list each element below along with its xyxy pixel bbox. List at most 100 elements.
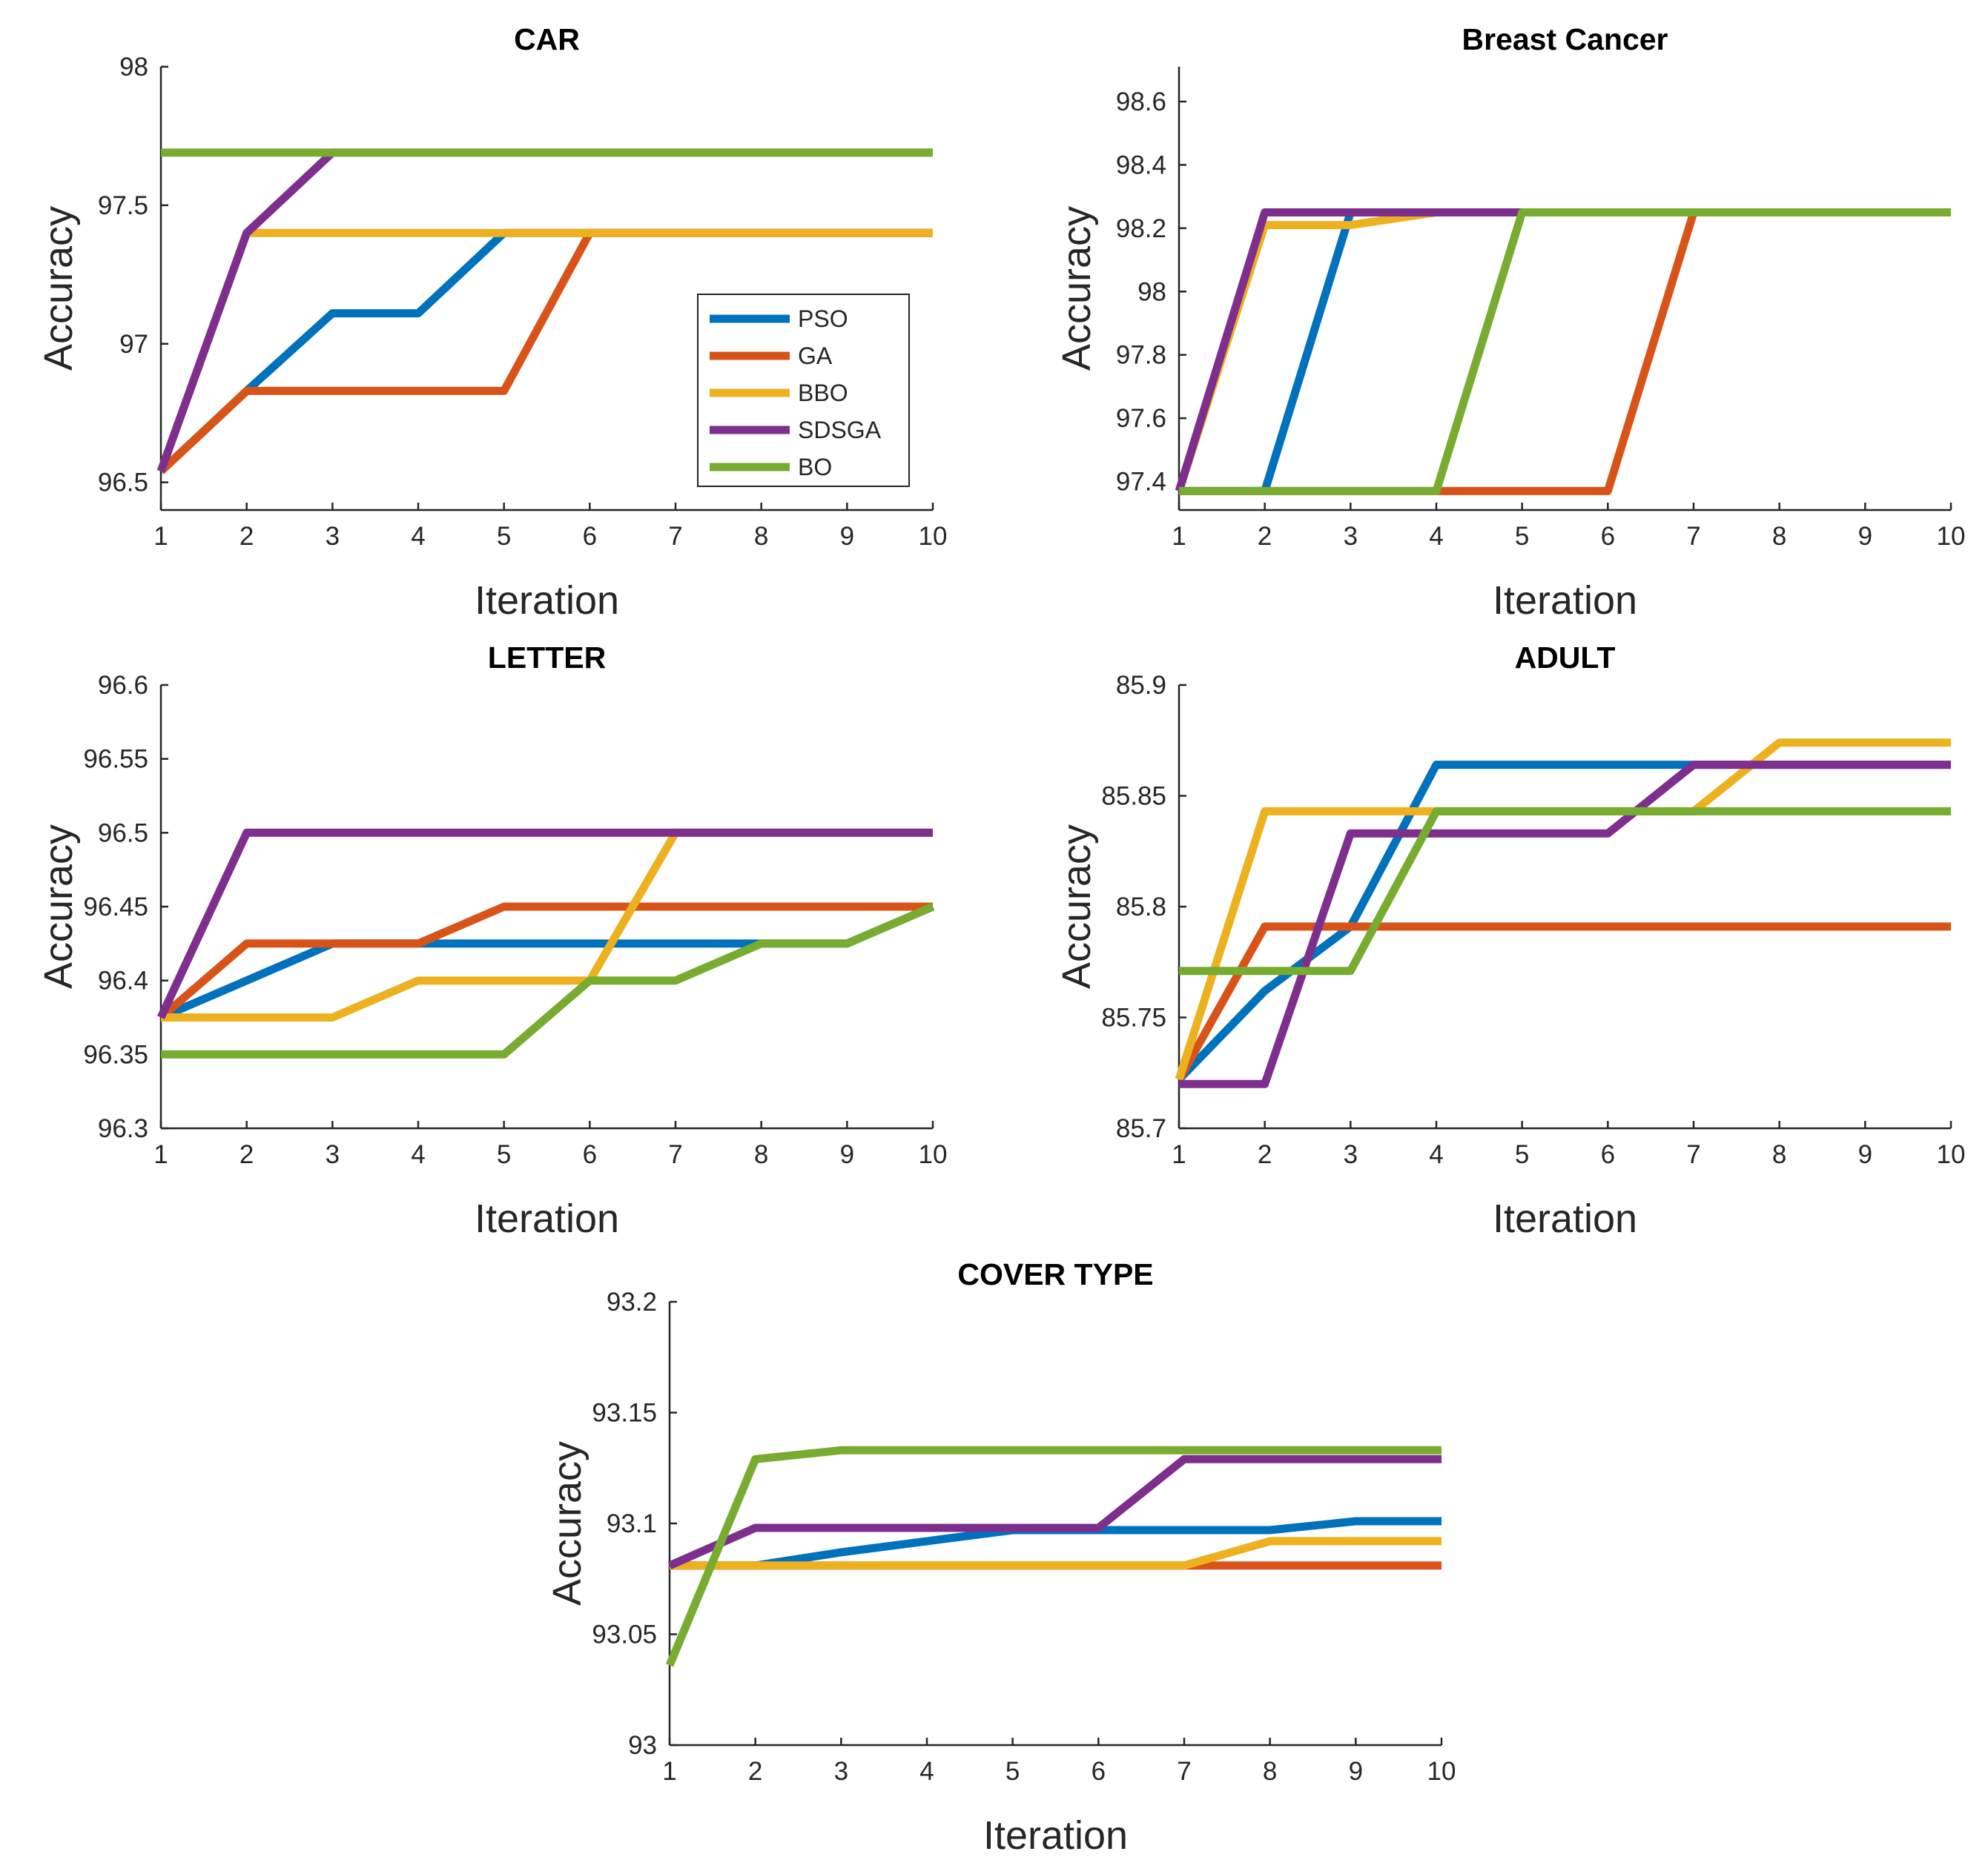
x-tick-label: 2 — [1258, 522, 1272, 551]
y-tick-label: 96.6 — [98, 671, 148, 700]
x-tick-label: 4 — [1429, 522, 1443, 551]
y-tick-label: 93 — [628, 1731, 657, 1760]
legend: PSO GA BBO SDSGA BO — [697, 294, 910, 487]
series-line-ga — [1179, 208, 1951, 495]
x-axis-label: Iteration — [1493, 578, 1637, 623]
series-line-bbo — [1175, 208, 1951, 493]
legend-label-pso: PSO — [798, 305, 848, 332]
legend-label-bo: BO — [798, 454, 832, 480]
series-line-ga — [158, 902, 933, 1021]
x-tick-label: 2 — [240, 1140, 254, 1169]
series-line-pso — [1179, 208, 1951, 495]
panel-car: CAR 1 2 3 4 5 6 7 8 9 10 96.5 97 97.5 98 Iteration Accur… — [36, 22, 947, 623]
legend-label-ga: GA — [798, 342, 833, 369]
x-tick-label: 5 — [1005, 1757, 1020, 1786]
x-tick-label: 5 — [497, 1140, 511, 1169]
y-tick-label: 96.5 — [98, 818, 148, 847]
panel-breast-cancer: Breast Cancer 1 2 3 4 5 6 7 8 9 10 97.4 97.6 97.8 98 98… — [1054, 22, 1965, 623]
y-tick-label: 97.5 — [98, 191, 148, 220]
x-tick-label: 3 — [834, 1757, 848, 1786]
x-tick-label: 4 — [411, 522, 425, 551]
y-tick-label: 98.2 — [1116, 214, 1166, 243]
x-tick-label: 6 — [583, 522, 597, 551]
x-tick-label: 9 — [840, 1140, 854, 1169]
x-tick-label: 8 — [1772, 1140, 1786, 1169]
series-line-bbo — [156, 228, 933, 473]
x-tick-label: 6 — [1601, 1140, 1615, 1169]
x-tick-label: 1 — [153, 1140, 168, 1169]
y-tick-label: 96.35 — [83, 1040, 148, 1069]
x-tick-label: 9 — [840, 522, 854, 551]
x-tick-label: 5 — [497, 522, 511, 551]
series-line-bbo — [670, 1537, 1442, 1570]
y-tick-label: 93.15 — [592, 1399, 657, 1428]
y-tick-label: 96.45 — [83, 893, 148, 921]
chart-title: COVER TYPE — [957, 1257, 1153, 1291]
series-line-bo — [665, 1446, 1442, 1667]
x-tick-label: 3 — [1344, 522, 1358, 551]
x-tick-label: 4 — [919, 1757, 934, 1786]
x-tick-label: 3 — [326, 1140, 340, 1169]
y-tick-label: 98 — [1137, 277, 1166, 306]
y-tick-label: 85.75 — [1101, 1004, 1166, 1033]
y-tick-label: 93.1 — [607, 1509, 657, 1538]
x-tick-label: 4 — [1429, 1140, 1443, 1169]
y-axis-label: Accuracy — [1054, 824, 1099, 989]
y-tick-label: 98.4 — [1116, 150, 1166, 179]
y-tick-label: 85.7 — [1116, 1114, 1166, 1143]
x-tick-label: 1 — [1172, 1140, 1186, 1169]
panel-cover-type: COVER TYPE 1 2 3 4 5 6 7 8 9 10 93 93.05 93.1 93.15 93.… — [545, 1257, 1456, 1858]
y-tick-label: 97 — [119, 330, 148, 359]
x-tick-label: 10 — [1937, 1140, 1966, 1169]
y-tick-label: 85.8 — [1116, 893, 1166, 921]
legend-label-bbo: BBO — [798, 380, 848, 406]
y-tick-label: 96.4 — [98, 967, 148, 996]
y-axis-label: Accuracy — [545, 1441, 590, 1606]
x-tick-label: 4 — [411, 1140, 425, 1169]
x-tick-label: 10 — [1937, 522, 1966, 551]
x-axis-label: Iteration — [475, 578, 619, 623]
series-line-bbo — [1175, 738, 1951, 1081]
series-line-bo — [161, 902, 935, 1059]
x-tick-label: 1 — [662, 1757, 676, 1786]
x-tick-label: 8 — [1263, 1757, 1277, 1786]
x-tick-label: 10 — [919, 1140, 948, 1169]
series-line-bbo — [161, 828, 933, 1022]
x-tick-label: 9 — [1858, 522, 1872, 551]
x-tick-label: 6 — [583, 1140, 597, 1169]
x-axis-label: Iteration — [1493, 1197, 1637, 1241]
y-tick-label: 96.55 — [83, 745, 148, 774]
x-tick-label: 7 — [668, 1140, 682, 1169]
y-tick-label: 97.8 — [1116, 341, 1166, 370]
x-tick-label: 2 — [240, 522, 254, 551]
y-tick-label: 97.4 — [1116, 468, 1166, 497]
chart-title: LETTER — [488, 641, 606, 675]
y-axis-label: Accuracy — [1054, 206, 1099, 371]
x-tick-label: 8 — [754, 1140, 768, 1169]
series-line-bo — [1179, 807, 1951, 976]
y-tick-label: 98.6 — [1116, 87, 1166, 116]
x-tick-label: 3 — [1344, 1140, 1358, 1169]
y-tick-label: 85.85 — [1101, 782, 1166, 811]
x-tick-label: 10 — [919, 522, 948, 551]
x-tick-label: 6 — [1092, 1757, 1106, 1786]
x-tick-label: 3 — [326, 522, 340, 551]
series-line-sdsga — [157, 828, 933, 1019]
x-tick-label: 1 — [1172, 522, 1186, 551]
y-tick-label: 93.05 — [592, 1621, 657, 1649]
y-axis-label: Accuracy — [36, 206, 81, 371]
x-tick-label: 2 — [1258, 1140, 1272, 1169]
series-line-sdsga — [1179, 761, 1951, 1088]
x-tick-label: 9 — [1349, 1757, 1363, 1786]
y-tick-label: 98 — [119, 53, 148, 82]
x-tick-label: 7 — [1686, 1140, 1700, 1169]
y-axis-label: Accuracy — [36, 824, 81, 989]
x-tick-label: 6 — [1601, 522, 1615, 551]
panel-adult: ADULT 1 2 3 4 5 6 7 8 9 10 85.7 85.75 85.8 85.85 85.9 It… — [1054, 641, 1965, 1241]
series-line-ga — [1175, 922, 1951, 1082]
series-line-sdsga — [667, 1454, 1442, 1569]
panel-letter: LETTER 1 2 3 4 5 6 7 8 9 10 96.3 96.35 96.4 96.45 96.5 9… — [36, 641, 947, 1241]
chart-title: CAR — [514, 22, 580, 56]
chart-title: ADULT — [1515, 641, 1616, 675]
